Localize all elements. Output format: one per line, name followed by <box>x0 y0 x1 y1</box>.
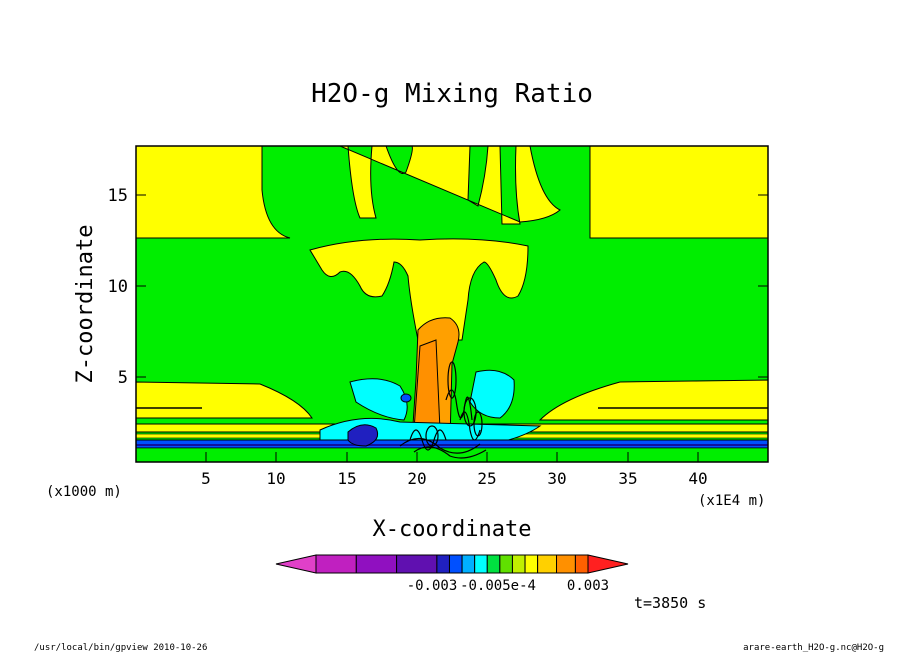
colorbar-swatch <box>315 554 357 574</box>
colorbar-swatch <box>355 554 398 574</box>
colorbar-swatch <box>511 554 526 574</box>
time-label: t=3850 s <box>634 594 706 612</box>
field-yellow-top-left <box>136 146 291 239</box>
footer-left: /usr/local/bin/gpview 2010-10-26 <box>34 643 207 653</box>
x-tick-label: 20 <box>407 469 426 488</box>
y-tick-label: 10 <box>108 277 128 297</box>
field-yellow-low-right <box>538 379 768 421</box>
field-yellow-anvil <box>309 238 529 341</box>
colorbar-swatch <box>396 554 438 574</box>
colorbar-arrow-high <box>587 554 629 574</box>
colorbar-swatch <box>537 554 558 574</box>
colorbar-swatch <box>461 554 476 574</box>
colorbar-tick-label: 0.003 <box>567 578 609 594</box>
field-darkblue-band <box>136 444 768 446</box>
x-tick-label: 40 <box>688 469 707 488</box>
y-axis <box>136 194 768 378</box>
field-yellow-low-left <box>136 381 313 419</box>
x-unit-note: (x1000 m) <box>46 484 122 500</box>
field-yellow-streaks <box>339 146 561 225</box>
y-axis-label: Z-coordinate <box>73 225 98 384</box>
y-tick-label: 15 <box>108 186 128 206</box>
colorbar-swatch <box>448 554 463 574</box>
x-tick-label: 10 <box>266 469 285 488</box>
x-tick-label: 15 <box>337 469 356 488</box>
plot-frame <box>135 145 769 463</box>
field-green-surface <box>136 447 768 462</box>
y-tick-label: 5 <box>118 368 128 388</box>
colorbar-swatch <box>499 554 513 574</box>
colorbar-swatch <box>436 554 450 574</box>
footer-right: arare-earth_H2O-g.nc@H2O-g <box>743 643 884 653</box>
colorbar-tick-label: -0.005e-4 <box>460 578 536 594</box>
x-tick-label: 30 <box>547 469 566 488</box>
x-axis-unit: (x1E4 m) <box>698 493 765 509</box>
contour-field <box>136 146 768 462</box>
x-tick-label: 35 <box>618 469 637 488</box>
x-tick-label: 5 <box>201 469 211 488</box>
colorbar-swatch <box>524 554 539 574</box>
field-purple-blob <box>347 424 379 447</box>
field-blue-dot <box>400 393 412 403</box>
chart-title: H2O-g Mixing Ratio <box>311 79 593 109</box>
colorbar-arrow-low <box>275 554 317 574</box>
plot-area <box>135 145 769 463</box>
x-tick-label: 25 <box>477 469 496 488</box>
colorbar-swatch <box>486 554 501 574</box>
colorbar-swatch <box>474 554 488 574</box>
colorbar-swatch <box>574 554 589 574</box>
colorbar-swatch <box>556 554 576 574</box>
colorbar <box>275 554 629 574</box>
x-axis <box>205 452 699 462</box>
colorbar-tick-label: -0.003 <box>407 578 458 594</box>
field-dense-contours <box>399 361 487 459</box>
field-yellow-top-right <box>589 146 768 239</box>
field-cyan-left <box>349 378 408 421</box>
x-axis-label: X-coordinate <box>373 517 532 542</box>
